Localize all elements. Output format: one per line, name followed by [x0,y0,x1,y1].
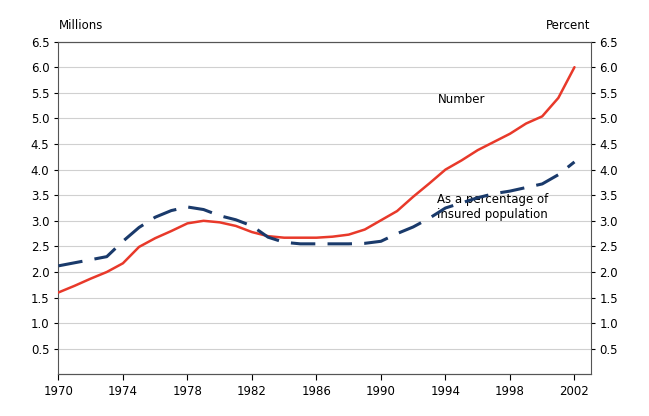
Text: Number: Number [437,93,485,106]
Text: Millions: Millions [58,19,103,32]
Text: Percent: Percent [546,19,591,32]
Text: As a percentage of
insured population: As a percentage of insured population [437,193,548,220]
